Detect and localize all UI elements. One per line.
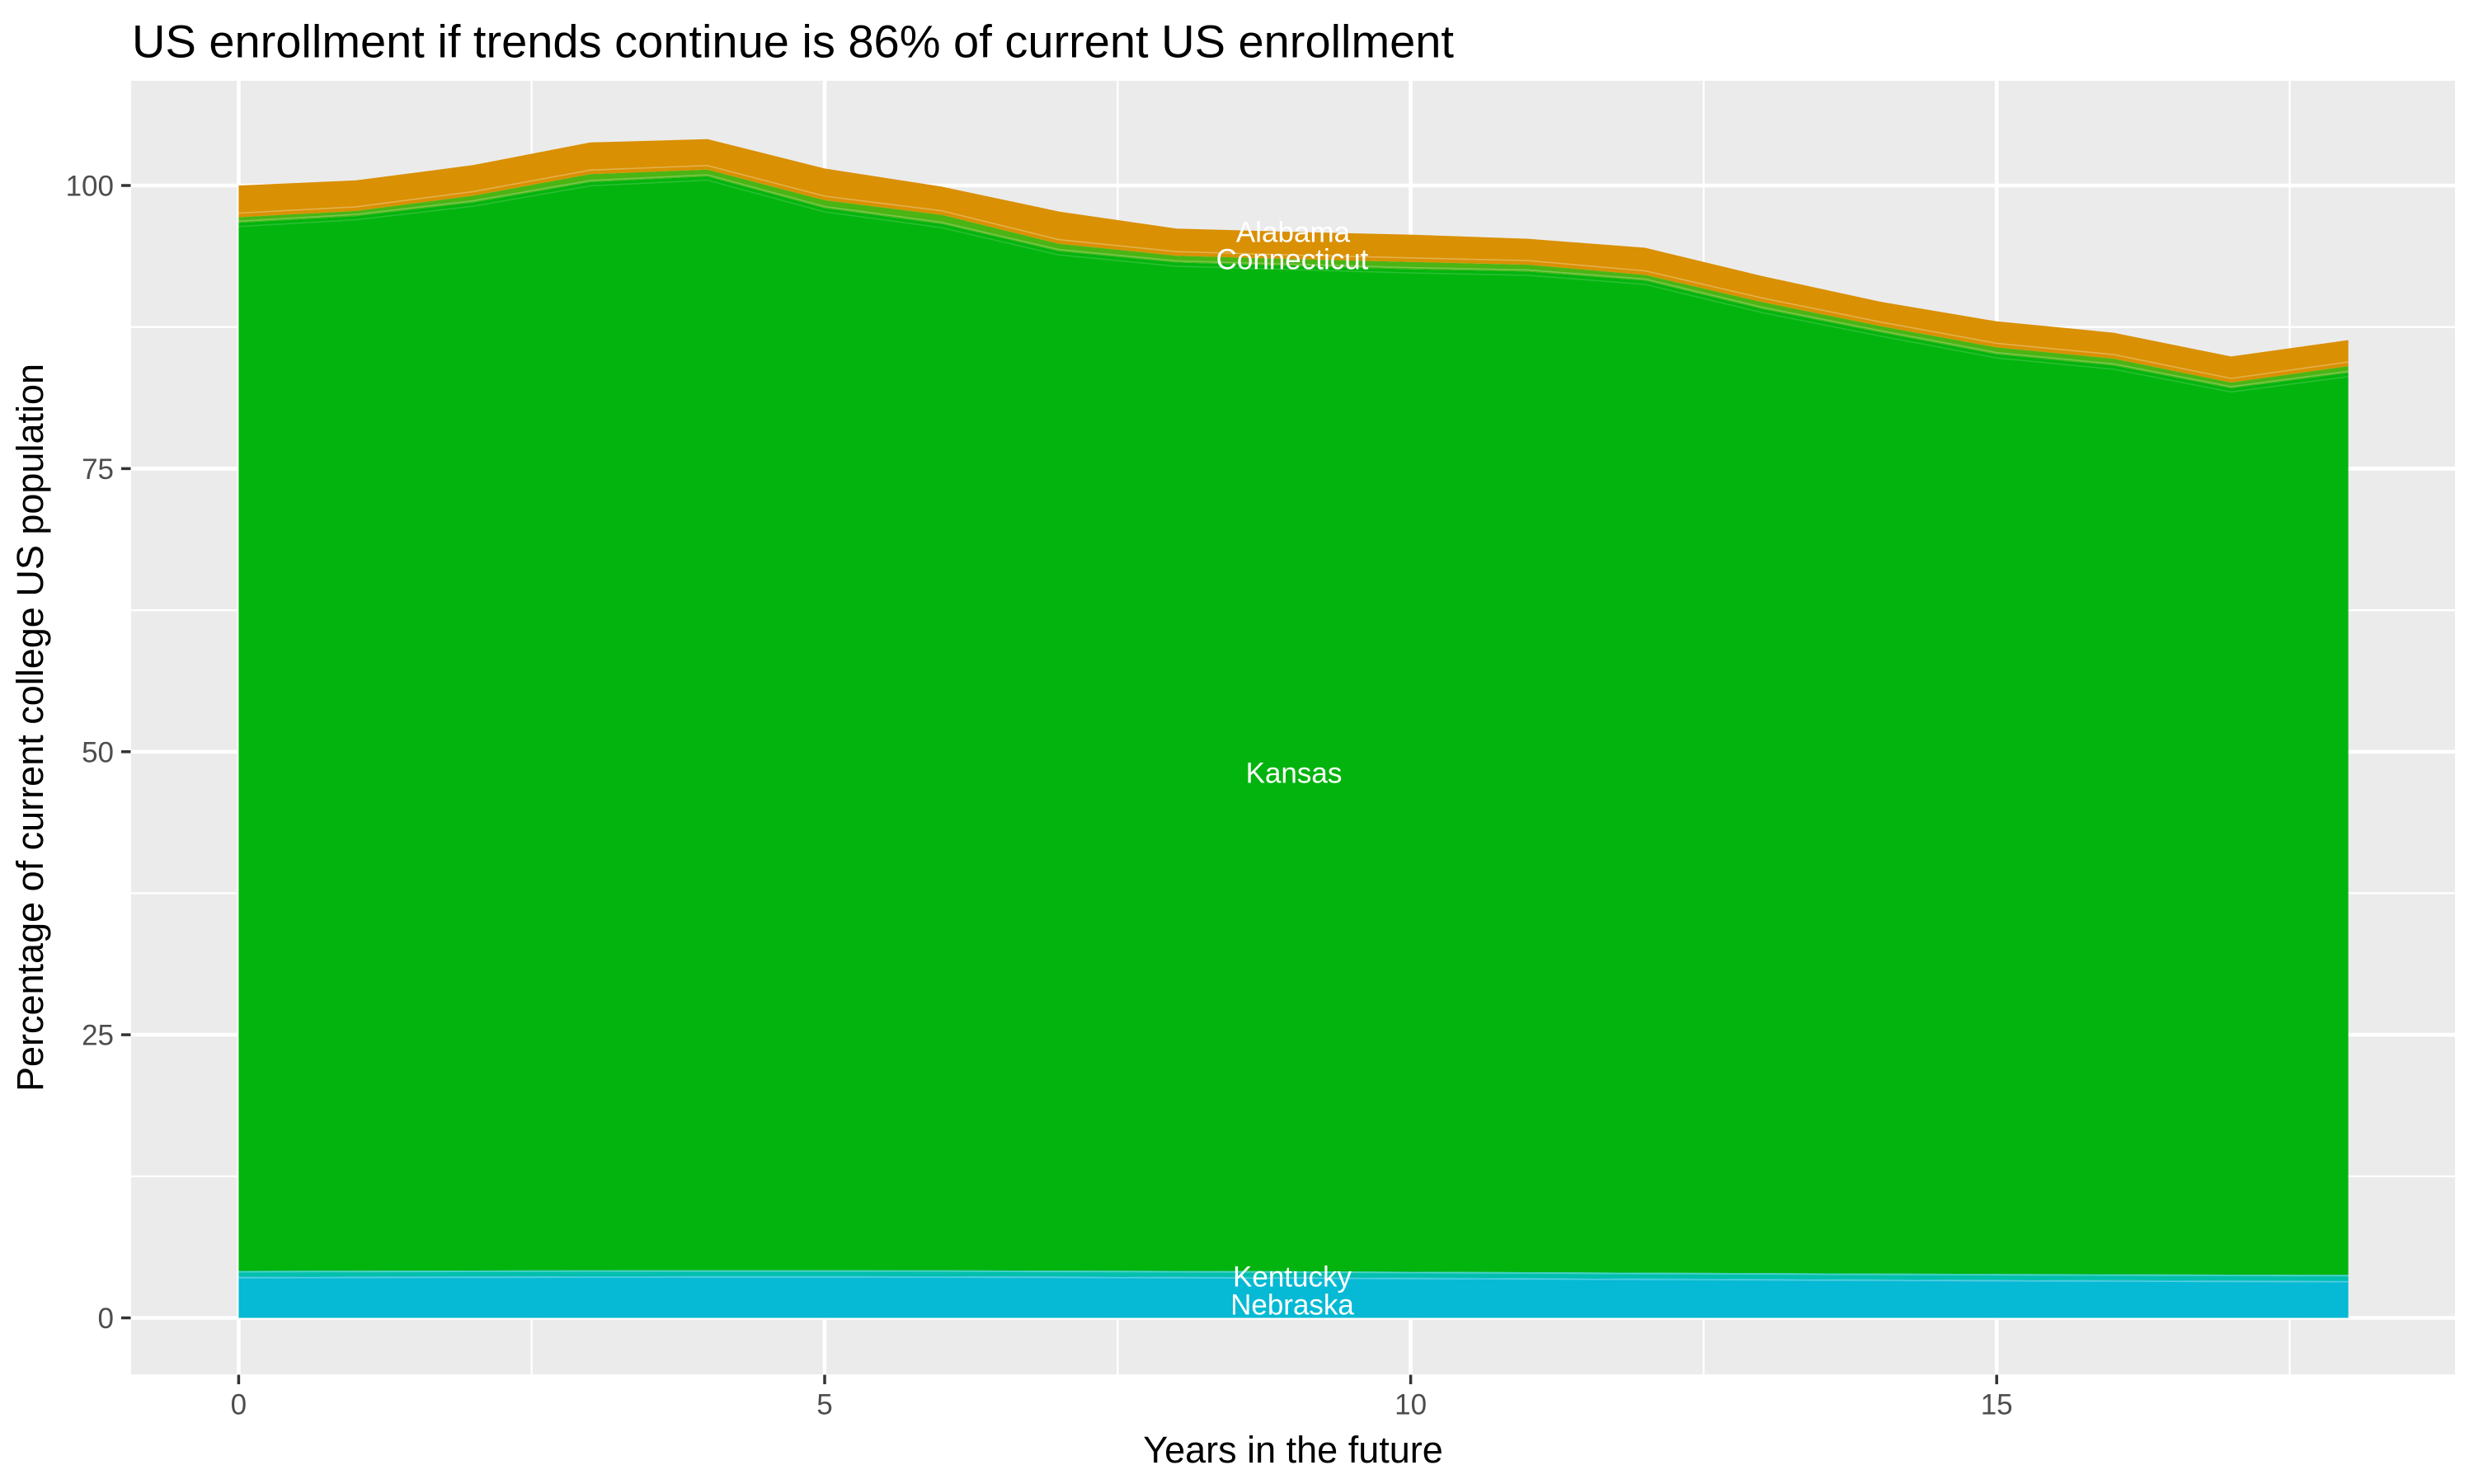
svg-text:15: 15 xyxy=(1981,1389,2013,1421)
svg-text:0: 0 xyxy=(98,1303,114,1335)
svg-text:75: 75 xyxy=(82,453,114,486)
svg-text:Nebraska: Nebraska xyxy=(1230,1289,1354,1322)
svg-text:Percentage of current college: Percentage of current college US populat… xyxy=(9,364,51,1092)
svg-text:50: 50 xyxy=(82,736,114,768)
svg-text:5: 5 xyxy=(816,1389,832,1421)
svg-text:US enrollment if trends contin: US enrollment if trends continue is 86% … xyxy=(132,16,1454,68)
svg-text:100: 100 xyxy=(66,171,114,203)
svg-text:Connecticut: Connecticut xyxy=(1216,244,1369,276)
svg-text:Kansas: Kansas xyxy=(1246,758,1343,790)
svg-text:Kentucky: Kentucky xyxy=(1233,1261,1352,1294)
svg-text:0: 0 xyxy=(231,1389,247,1421)
svg-text:25: 25 xyxy=(82,1020,114,1052)
svg-text:Alabama: Alabama xyxy=(1236,217,1351,249)
svg-text:10: 10 xyxy=(1395,1389,1427,1421)
svg-text:Years in the future: Years in the future xyxy=(1143,1429,1443,1471)
